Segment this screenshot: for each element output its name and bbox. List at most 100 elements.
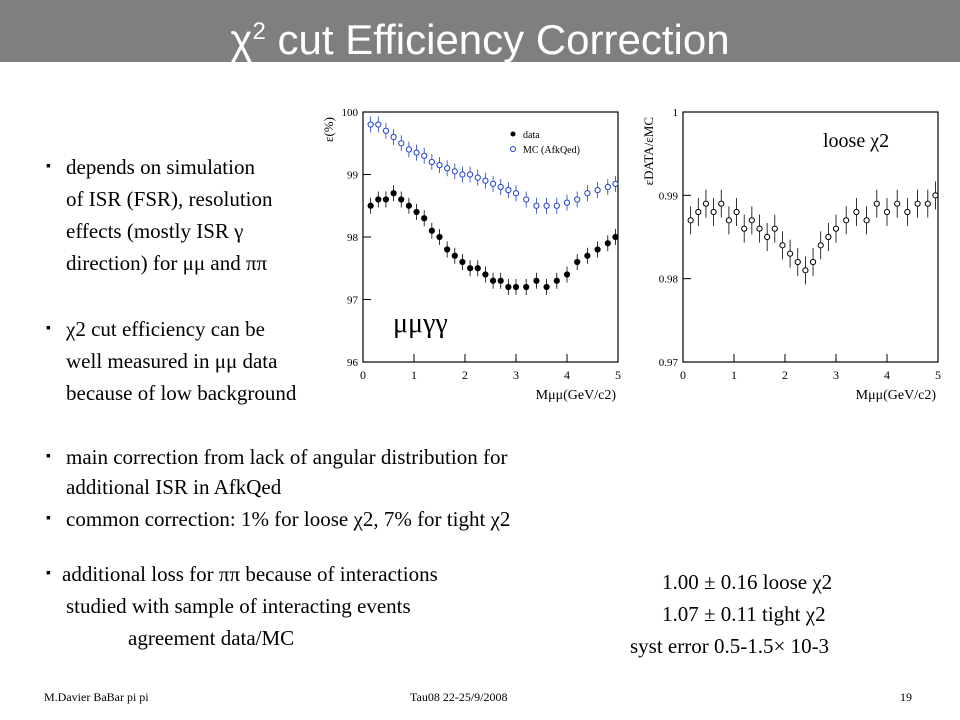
y-tick-label: 97	[347, 295, 359, 307]
data-point	[543, 283, 550, 291]
data-point	[553, 277, 560, 284]
data-point	[733, 208, 740, 216]
legend-marker-mc	[510, 146, 516, 152]
data-point	[756, 225, 763, 232]
data-point	[367, 202, 374, 209]
data-point	[459, 258, 466, 266]
data-point	[794, 258, 801, 266]
x-tick-label: 3	[513, 368, 519, 382]
bullet-3-line-2: additional ISR in AfkQed	[66, 475, 282, 499]
data-point	[612, 233, 619, 241]
y-axis-label: ε(%)	[321, 117, 336, 142]
footer-conference: Tau08 22-25/9/2008	[410, 690, 508, 704]
data-point	[523, 283, 530, 291]
data-point	[505, 283, 512, 291]
legend-mc: MC (AfkQed)	[523, 145, 580, 156]
data-point	[398, 196, 405, 203]
annotation: loose χ2	[823, 130, 889, 152]
data-point	[543, 202, 550, 209]
data-point	[413, 208, 420, 216]
bullet-5-line-1: additional loss for ππ because of intera…	[62, 562, 438, 586]
data-point	[405, 146, 413, 153]
bullet-5-line-3: agreement data/MC	[128, 626, 295, 650]
y-tick-label: 99	[347, 170, 359, 182]
x-tick-label: 2	[782, 368, 788, 382]
data-point	[382, 196, 390, 203]
bullet-2-line-2: well measured in μμ data	[66, 349, 278, 373]
data-point	[428, 227, 435, 234]
bullet-3-line-1: main correction from lack of angular dis…	[66, 445, 508, 469]
data-point	[825, 233, 832, 241]
result-tight: 1.07 ± 0.11 tight χ2	[662, 602, 826, 626]
bullet-2-line-3: because of low background	[66, 381, 297, 405]
efficiency-plot: 0 1 2 3 4 5 96 97 98 99 100 Mμμ(GeV/c2) ε(%) data MC (…	[321, 107, 621, 403]
x-tick-label: 5	[615, 368, 621, 382]
data-point	[914, 200, 921, 207]
annotation: μμγγ	[393, 308, 448, 339]
data-point	[924, 200, 931, 207]
data-point	[695, 208, 702, 216]
data-point	[436, 233, 443, 241]
footer-author: M.Davier BaBar pi pi	[44, 690, 149, 704]
data-point	[375, 196, 382, 203]
data-point	[405, 202, 413, 209]
x-tick-label: 0	[680, 368, 686, 382]
bullet-5-line-2: studied with sample of interacting event…	[66, 594, 411, 618]
x-axis-label: Mμμ(GeV/c2)	[536, 388, 617, 403]
plot-frame	[682, 111, 939, 363]
x-tick-label: 0	[360, 368, 366, 382]
data-point	[474, 265, 481, 272]
data-point	[482, 271, 489, 278]
bullet-marker: ▪	[46, 449, 51, 464]
data-point	[584, 252, 591, 259]
data-point	[687, 217, 694, 224]
data-point	[932, 192, 939, 199]
data-point	[748, 217, 755, 224]
x-tick-label: 4	[564, 368, 570, 382]
y-tick-label: 0.99	[659, 190, 679, 202]
data-point	[467, 171, 474, 178]
data-point	[612, 180, 619, 187]
bullet-1-line-2: of ISR (FSR), resolution	[66, 187, 273, 211]
data-point	[390, 133, 397, 141]
data-point	[428, 158, 435, 166]
bullet-1-line-3: effects (mostly ISR γ	[66, 219, 244, 243]
data-point	[710, 208, 717, 216]
data-point	[398, 140, 405, 147]
y-axis-label: εDATA/εMC	[641, 117, 656, 185]
data-point	[594, 187, 601, 194]
data-point	[843, 217, 850, 224]
data-point	[883, 208, 891, 216]
y-tick-label: 0.98	[659, 274, 679, 286]
data-point	[584, 190, 591, 197]
data-point	[604, 240, 611, 247]
data-point	[702, 200, 710, 207]
bullet-1-line-4: direction) for μμ and ππ	[66, 251, 268, 275]
data-point	[467, 265, 474, 272]
data-point	[497, 183, 504, 191]
legend-data: data	[523, 130, 540, 141]
data-point	[390, 190, 397, 197]
data-point	[787, 250, 794, 257]
data-point	[421, 152, 428, 159]
data-point	[718, 200, 725, 207]
data-point	[533, 202, 540, 209]
data-point	[444, 165, 451, 172]
data-point	[809, 258, 817, 266]
data-point	[771, 225, 778, 232]
data-point	[563, 199, 571, 206]
data-point	[421, 215, 428, 222]
x-tick-label: 2	[462, 368, 468, 382]
x-tick-label: 3	[833, 368, 839, 382]
y-tick-label: 1	[673, 107, 679, 119]
data-point	[725, 217, 733, 224]
data-point	[563, 271, 571, 278]
data-point	[444, 246, 451, 253]
data-point	[512, 190, 520, 197]
y-tick-label: 100	[342, 107, 359, 119]
bullet-marker: ▪	[46, 566, 51, 581]
legend-marker-data	[510, 131, 516, 137]
result-loose: 1.00 ± 0.16 loose χ2	[662, 570, 833, 594]
data-point	[553, 202, 560, 209]
data-point	[523, 196, 530, 203]
